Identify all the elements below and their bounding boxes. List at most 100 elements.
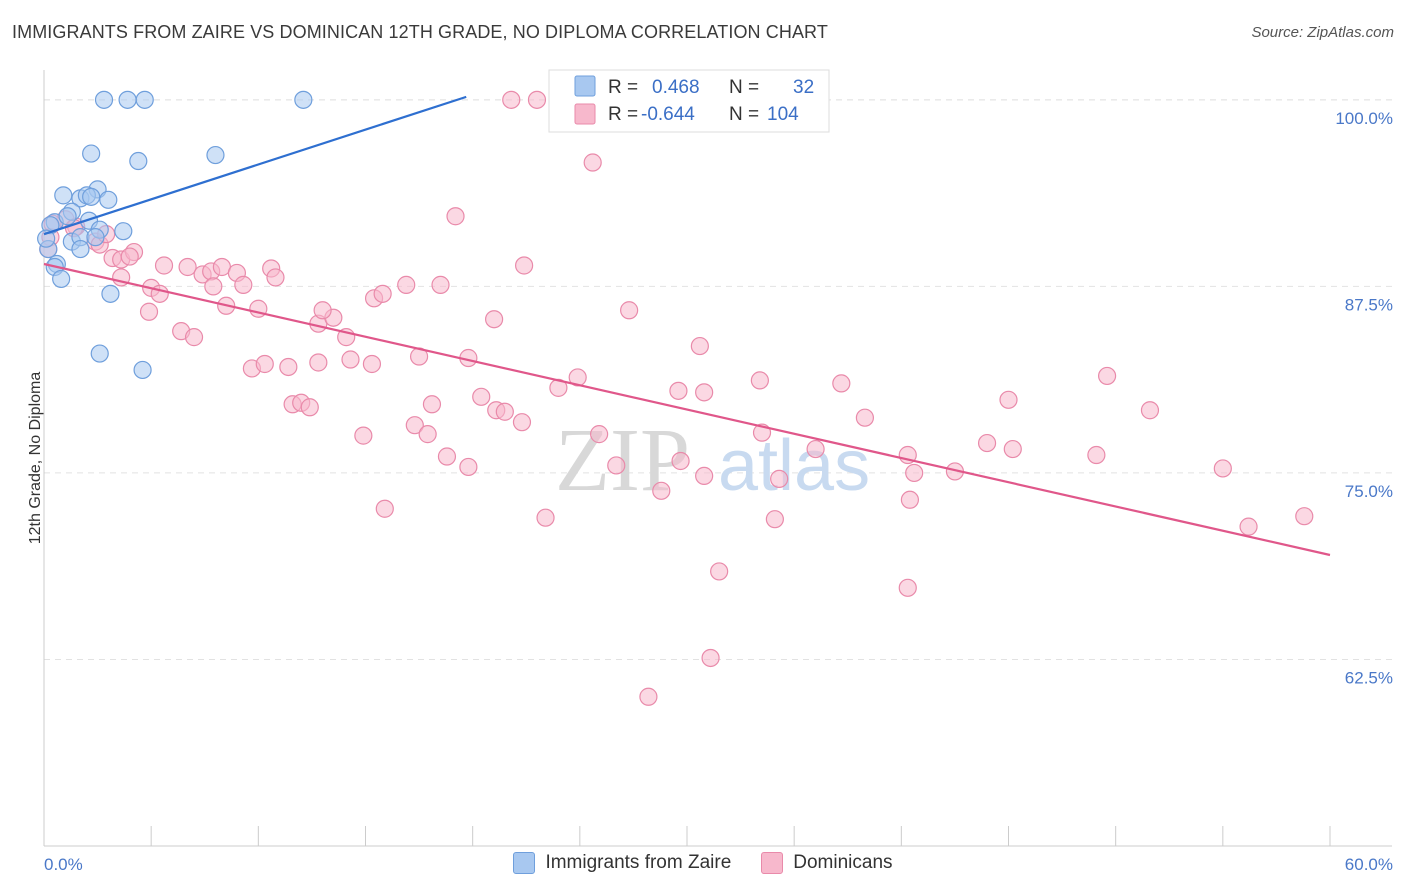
point-dominicans <box>437 447 457 466</box>
point-zaire <box>129 151 148 171</box>
point-dominicans <box>375 499 394 518</box>
axes <box>43 70 1392 847</box>
bottom-legend-label-dominicans: Dominicans <box>793 852 893 873</box>
point-dominicans <box>710 562 729 581</box>
point-dominicans <box>178 257 197 277</box>
bottom-legend-swatch-dominicans <box>761 852 784 874</box>
point-dominicans <box>898 578 917 597</box>
point-dominicans <box>536 508 555 527</box>
legend-n-value-1: 32 <box>793 77 814 98</box>
legend-n-label-2: N = <box>729 104 759 125</box>
point-dominicans <box>154 256 174 275</box>
y-tick-label: 62.5% <box>1345 668 1393 687</box>
trend-line-dominicans <box>43 262 1331 557</box>
point-dominicans <box>234 275 253 294</box>
legend-n-value-2: 104 <box>767 104 799 125</box>
point-dominicans <box>671 451 690 471</box>
point-dominicans <box>502 90 521 109</box>
point-dominicans <box>309 353 328 372</box>
point-dominicans <box>639 687 658 706</box>
point-zaire <box>114 222 133 241</box>
point-dominicans <box>750 371 769 390</box>
legend-swatch-zaire <box>574 75 596 97</box>
legend-r-label-1: R = <box>608 77 638 98</box>
point-zaire <box>54 186 73 205</box>
point-dominicans <box>652 481 671 500</box>
point-dominicans <box>431 275 450 294</box>
x-tick-label-start: 0.0% <box>44 855 83 874</box>
tick-labels: 62.5% 75.0% 87.5% 100.0% 0.0% 60.0% <box>44 109 1393 874</box>
point-dominicans <box>120 247 139 266</box>
point-dominicans <box>1140 401 1160 420</box>
point-zaire <box>294 90 313 109</box>
bottom-legend: Immigrants from Zaire Dominicans <box>0 852 1406 874</box>
point-dominicans <box>266 268 285 287</box>
point-dominicans <box>1087 445 1106 465</box>
trend-lines <box>43 95 1331 557</box>
y-tick-label: 75.0% <box>1345 482 1393 501</box>
point-zaire <box>118 90 137 109</box>
point-dominicans <box>422 395 442 414</box>
point-zaire <box>82 187 101 206</box>
point-dominicans <box>832 374 851 393</box>
point-dominicans <box>620 301 639 320</box>
bottom-legend-item-zaire: Immigrants from Zaire <box>513 852 731 874</box>
point-dominicans <box>1003 439 1022 459</box>
legend-r-value-1: 0.468 <box>652 77 700 98</box>
point-zaire <box>82 144 101 163</box>
point-dominicans <box>905 463 924 483</box>
point-dominicans <box>1097 366 1117 386</box>
point-dominicans <box>583 153 602 172</box>
point-dominicans <box>590 425 609 444</box>
point-dominicans <box>354 426 373 445</box>
point-dominicans <box>690 336 709 356</box>
point-dominicans <box>397 275 416 294</box>
point-dominicans <box>495 402 514 421</box>
point-dominicans <box>418 425 437 444</box>
trend-line-zaire <box>43 95 467 236</box>
point-zaire <box>37 229 56 248</box>
point-dominicans <box>255 354 274 374</box>
point-dominicans <box>669 381 688 400</box>
point-dominicans <box>313 301 332 320</box>
x-tick-label-end: 60.0% <box>1345 855 1393 874</box>
point-dominicans <box>695 466 714 486</box>
point-dominicans <box>300 398 319 417</box>
point-dominicans <box>770 469 789 488</box>
point-dominicans <box>607 456 626 475</box>
point-dominicans <box>341 350 360 369</box>
point-zaire <box>135 90 154 109</box>
point-zaire <box>99 190 118 209</box>
point-dominicans <box>695 383 714 402</box>
point-dominicans <box>855 408 874 427</box>
point-dominicans <box>446 207 465 226</box>
point-zaire <box>101 284 120 303</box>
y-tick-label: 87.5% <box>1345 295 1393 314</box>
point-dominicans <box>459 457 478 477</box>
bottom-legend-label-zaire: Immigrants from Zaire <box>545 852 732 873</box>
y-axis-label: 12th Grade, No Diploma <box>27 372 44 545</box>
point-dominicans <box>204 277 223 296</box>
point-dominicans <box>512 413 532 432</box>
point-dominicans <box>1295 507 1314 526</box>
point-dominicans <box>279 357 298 377</box>
point-dominicans <box>765 510 784 529</box>
point-zaire <box>90 344 109 363</box>
point-zaire <box>58 207 77 226</box>
point-zaire <box>206 145 225 165</box>
point-dominicans <box>373 284 392 303</box>
point-zaire <box>133 360 152 380</box>
point-dominicans <box>900 490 920 509</box>
bottom-legend-item-dominicans: Dominicans <box>761 852 893 874</box>
point-zaire <box>94 90 114 109</box>
point-dominicans <box>1213 459 1232 478</box>
point-zaire <box>52 269 71 289</box>
point-dominicans <box>977 433 997 453</box>
chart-title: IMMIGRANTS FROM ZAIRE VS DOMINICAN 12TH … <box>12 22 828 42</box>
point-dominicans <box>139 302 159 321</box>
legend-r-label-2: R = <box>608 104 638 125</box>
data-points <box>37 90 1314 706</box>
point-dominicans <box>405 416 424 435</box>
watermark-atlas: atlas <box>718 426 870 506</box>
